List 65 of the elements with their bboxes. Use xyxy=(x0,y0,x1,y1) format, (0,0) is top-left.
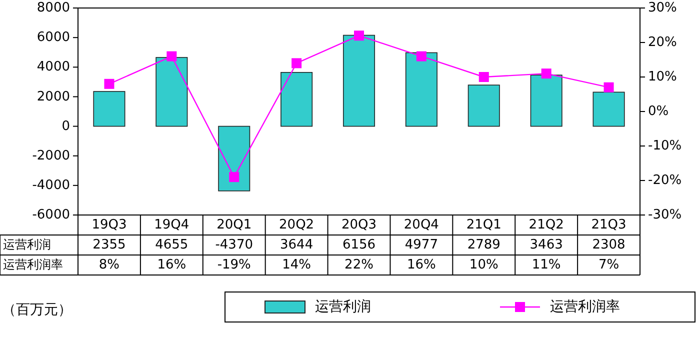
data-label: 3463 xyxy=(530,238,563,253)
y-tick-label: 8000 xyxy=(36,0,70,16)
point xyxy=(541,68,552,79)
point xyxy=(292,58,302,68)
legend-label: 运营利润 xyxy=(315,298,371,315)
x-tick-label: 20Q3 xyxy=(341,218,377,233)
x-tick-label: 20Q4 xyxy=(404,218,439,233)
x-tick-label: 19Q3 xyxy=(92,218,127,233)
point xyxy=(416,51,426,62)
data-label: 2789 xyxy=(467,238,500,253)
data-label: 10% xyxy=(469,258,498,273)
x-tick-label: 21Q3 xyxy=(591,218,626,233)
bar xyxy=(468,84,500,127)
x-tick-label: 21Q2 xyxy=(528,218,564,233)
y-tick-label: -6000 xyxy=(32,208,70,223)
y2-tick-label: 30% xyxy=(648,0,677,16)
data-label: 11% xyxy=(532,258,561,273)
y-tick-label: 0 xyxy=(62,118,70,134)
point xyxy=(604,82,614,92)
y-tick-label: -2000 xyxy=(32,148,70,164)
y-tick-label: 6000 xyxy=(36,30,70,46)
bar xyxy=(592,92,625,127)
data-label: 4977 xyxy=(404,238,438,253)
point xyxy=(478,72,489,82)
point xyxy=(166,51,177,62)
x-tick-label: 20Q1 xyxy=(216,218,252,233)
data-label: 3644 xyxy=(280,238,314,253)
bar xyxy=(156,57,188,127)
data-label: 14% xyxy=(282,258,312,273)
data-label: -4370 xyxy=(215,238,253,253)
data-label: 4655 xyxy=(155,238,188,253)
y2-tick-label: -10% xyxy=(648,138,682,154)
data-label: -19% xyxy=(217,258,251,273)
x-tick-label: 21Q1 xyxy=(466,218,502,233)
bar xyxy=(342,34,376,127)
data-label: 16% xyxy=(157,258,186,273)
y2-tick-label: 20% xyxy=(648,35,677,50)
bar xyxy=(280,72,313,127)
data-label: 7% xyxy=(598,258,620,273)
y2-tick-label: 10% xyxy=(648,70,677,85)
x-tick-label: 20Q2 xyxy=(279,218,314,233)
point xyxy=(354,30,364,41)
y-tick-label: 4000 xyxy=(36,60,70,75)
point xyxy=(229,172,240,182)
point xyxy=(104,78,114,89)
text: 运营利润率 xyxy=(3,257,63,272)
y2-tick-label: 0% xyxy=(648,104,669,120)
bar xyxy=(405,52,438,127)
data-label: 16% xyxy=(406,258,436,273)
x-tick-label: 19Q4 xyxy=(154,218,190,233)
data-label: 8% xyxy=(98,258,120,273)
data-label: 2355 xyxy=(92,238,126,253)
y-tick-label: 2000 xyxy=(36,89,70,104)
y-tick-label: -4000 xyxy=(32,178,70,193)
text: 运营利润 xyxy=(3,237,51,252)
bar xyxy=(530,74,562,127)
y2-tick-label: -30% xyxy=(648,208,682,223)
bar xyxy=(93,91,126,127)
data-label: 2308 xyxy=(592,238,626,253)
y2-tick-label: -20% xyxy=(648,173,682,188)
text: （百万元） xyxy=(2,302,72,318)
data-label: 22% xyxy=(344,258,374,273)
bar xyxy=(218,126,250,192)
data-label: 6156 xyxy=(342,238,376,253)
legend-label: 运营利润率 xyxy=(550,298,620,315)
